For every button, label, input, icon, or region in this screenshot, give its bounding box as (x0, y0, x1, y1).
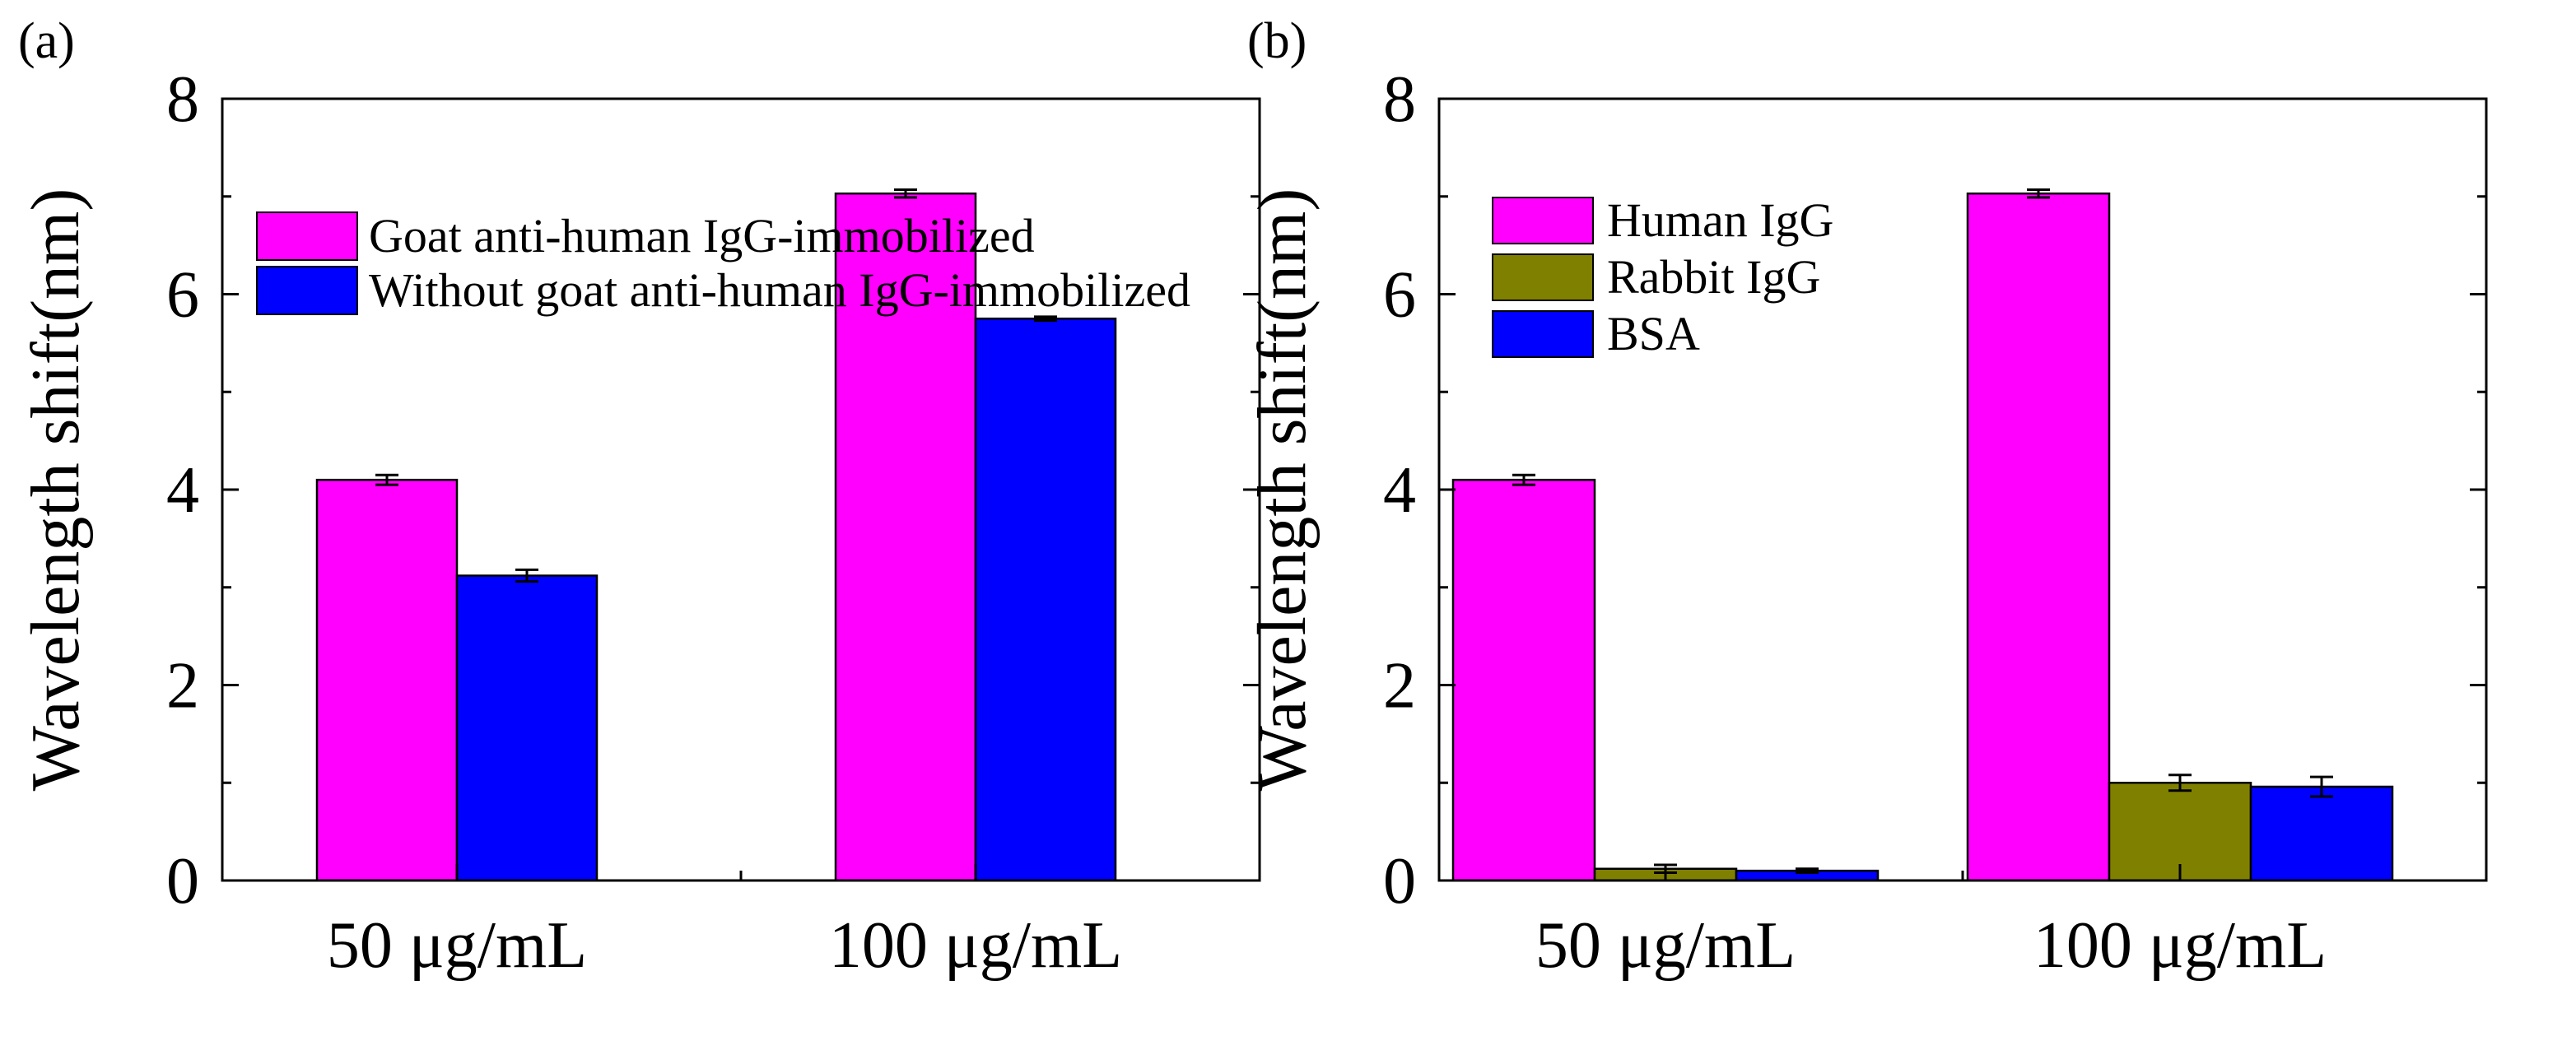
x-tick-label-50-g-ml: 50 μg/mL (1535, 909, 1796, 982)
bar-goat-anti-human-igg-immobilized-100-g-ml (834, 192, 977, 882)
y-tick-label: 6 (166, 259, 199, 332)
error-bar-without-goat-anti-human-igg-immobilized-50-g-ml (515, 568, 538, 583)
y-tick-label: 4 (1383, 454, 1416, 527)
error-bar-without-goat-anti-human-igg-immobilized-100-g-ml (1034, 315, 1057, 323)
error-bar-bsa-50-g-ml (1796, 867, 1819, 874)
legend-label-goat-immobilized: Goat anti-human IgG-immobilized (369, 209, 1035, 263)
bar-without-goat-anti-human-igg-immobilized-100-g-ml (974, 317, 1117, 882)
legend-swatch-bsa (1492, 310, 1594, 358)
error-bar-human-igg-100-g-ml (2027, 188, 2050, 199)
y-tick-label: 2 (1383, 650, 1416, 722)
panel-a-label: (a) (18, 13, 75, 69)
y-tick-label: 4 (166, 454, 199, 527)
panel-a-y-axis-title: Wavelength shift(nm) (17, 188, 94, 792)
error-bar-human-igg-50-g-ml (1512, 473, 1535, 486)
panel-b-label: (b) (1247, 13, 1307, 69)
error-bar-goat-anti-human-igg-immobilized-50-g-ml (375, 473, 398, 486)
legend-label-rabbit-igg: Rabbit IgG (1607, 250, 1820, 304)
bar-human-igg-100-g-ml (1966, 192, 2111, 882)
panel-b-legend: Human IgG Rabbit IgG BSA (1492, 193, 1833, 360)
x-tick-label-100-g-ml: 100 μg/mL (2033, 909, 2327, 982)
y-tick-label: 8 (1383, 63, 1416, 136)
legend-swatch-without-goat (256, 266, 358, 315)
x-tick-label-100-g-ml: 100 μg/mL (829, 909, 1122, 982)
error-bar-rabbit-igg-100-g-ml (2168, 774, 2192, 792)
error-bar-bsa-100-g-ml (2310, 775, 2333, 798)
y-tick-label: 2 (166, 650, 199, 722)
panel-b-plot-frame (1437, 97, 2488, 882)
panel-b: (b) 0 2 4 6 8 50 μg/mL 100 μg/mL Wavelength s… (1244, 13, 2488, 982)
legend-swatch-human-igg (1492, 197, 1594, 244)
legend-label-without-goat: Without goat anti-human IgG-immobilized (369, 263, 1190, 317)
bar-human-igg-50-g-ml (1451, 478, 1596, 882)
y-tick-label: 0 (166, 845, 199, 918)
legend-swatch-goat-immobilized (256, 211, 358, 261)
panel-a-legend: Goat anti-human IgG-immobilized Without … (256, 209, 1190, 317)
legend-label-bsa: BSA (1607, 307, 1700, 360)
y-tick-label: 0 (1383, 845, 1416, 918)
bar-without-goat-anti-human-igg-immobilized-50-g-ml (455, 574, 599, 882)
panel-b-y-axis-title: Wavelength shift(nm) (1244, 188, 1321, 792)
bar-bsa-100-g-ml (2249, 785, 2394, 882)
y-tick-label: 6 (1383, 259, 1416, 332)
x-tick-label-50-g-ml: 50 μg/mL (327, 909, 587, 982)
panel-a: (a) 0 2 4 6 8 50 μg/mL 100 μg/mL Wavelength s… (17, 13, 1261, 982)
legend-label-human-igg: Human IgG (1607, 193, 1833, 247)
legend-swatch-rabbit-igg (1492, 253, 1594, 301)
bar-goat-anti-human-igg-immobilized-50-g-ml (315, 478, 459, 882)
y-tick-label: 8 (166, 63, 199, 136)
error-bar-goat-anti-human-igg-immobilized-100-g-ml (894, 188, 917, 199)
